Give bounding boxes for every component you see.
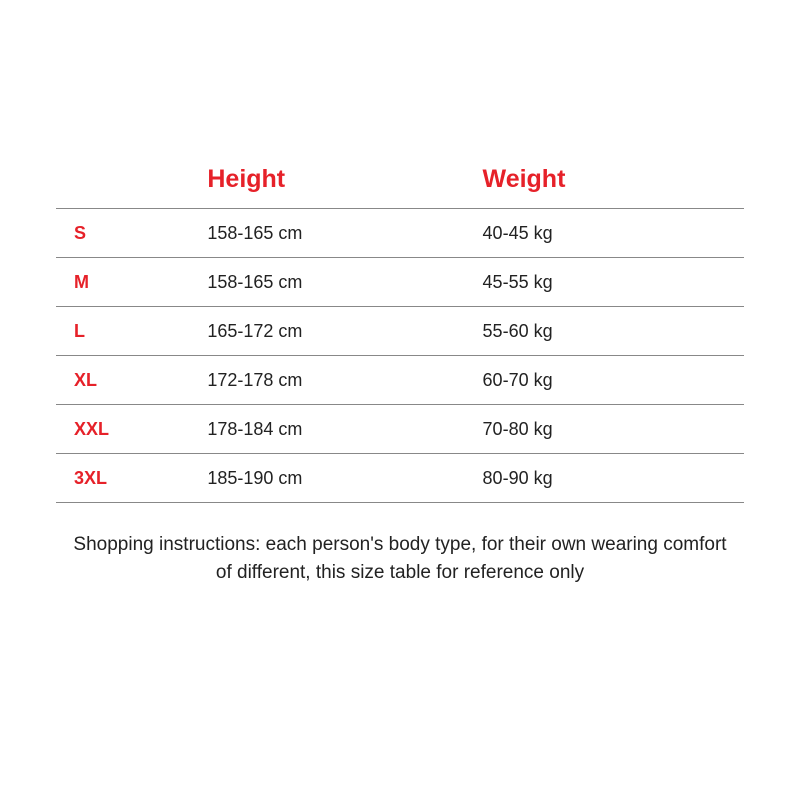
size-chart-container: Height Weight S 158-165 cm 40-45 kg M 15… — [0, 0, 800, 800]
table-row: XL 172-178 cm 60-70 kg — [56, 356, 744, 405]
header-size-blank — [56, 165, 207, 209]
weight-cell: 55-60 kg — [483, 307, 744, 356]
height-cell: 158-165 cm — [207, 258, 482, 307]
height-cell: 178-184 cm — [207, 405, 482, 454]
table-row: S 158-165 cm 40-45 kg — [56, 209, 744, 258]
size-cell: S — [56, 209, 207, 258]
shopping-note: Shopping instructions: each person's bod… — [56, 531, 744, 586]
size-table: Height Weight S 158-165 cm 40-45 kg M 15… — [56, 165, 744, 503]
header-height: Height — [207, 165, 482, 209]
height-cell: 185-190 cm — [207, 454, 482, 503]
size-cell: L — [56, 307, 207, 356]
size-cell: 3XL — [56, 454, 207, 503]
header-weight: Weight — [483, 165, 744, 209]
weight-cell: 80-90 kg — [483, 454, 744, 503]
table-header-row: Height Weight — [56, 165, 744, 209]
size-cell: XL — [56, 356, 207, 405]
weight-cell: 70-80 kg — [483, 405, 744, 454]
weight-cell: 40-45 kg — [483, 209, 744, 258]
height-cell: 165-172 cm — [207, 307, 482, 356]
weight-cell: 45-55 kg — [483, 258, 744, 307]
size-cell: XXL — [56, 405, 207, 454]
table-row: XXL 178-184 cm 70-80 kg — [56, 405, 744, 454]
table-row: L 165-172 cm 55-60 kg — [56, 307, 744, 356]
table-row: 3XL 185-190 cm 80-90 kg — [56, 454, 744, 503]
size-cell: M — [56, 258, 207, 307]
weight-cell: 60-70 kg — [483, 356, 744, 405]
table-row: M 158-165 cm 45-55 kg — [56, 258, 744, 307]
height-cell: 172-178 cm — [207, 356, 482, 405]
height-cell: 158-165 cm — [207, 209, 482, 258]
